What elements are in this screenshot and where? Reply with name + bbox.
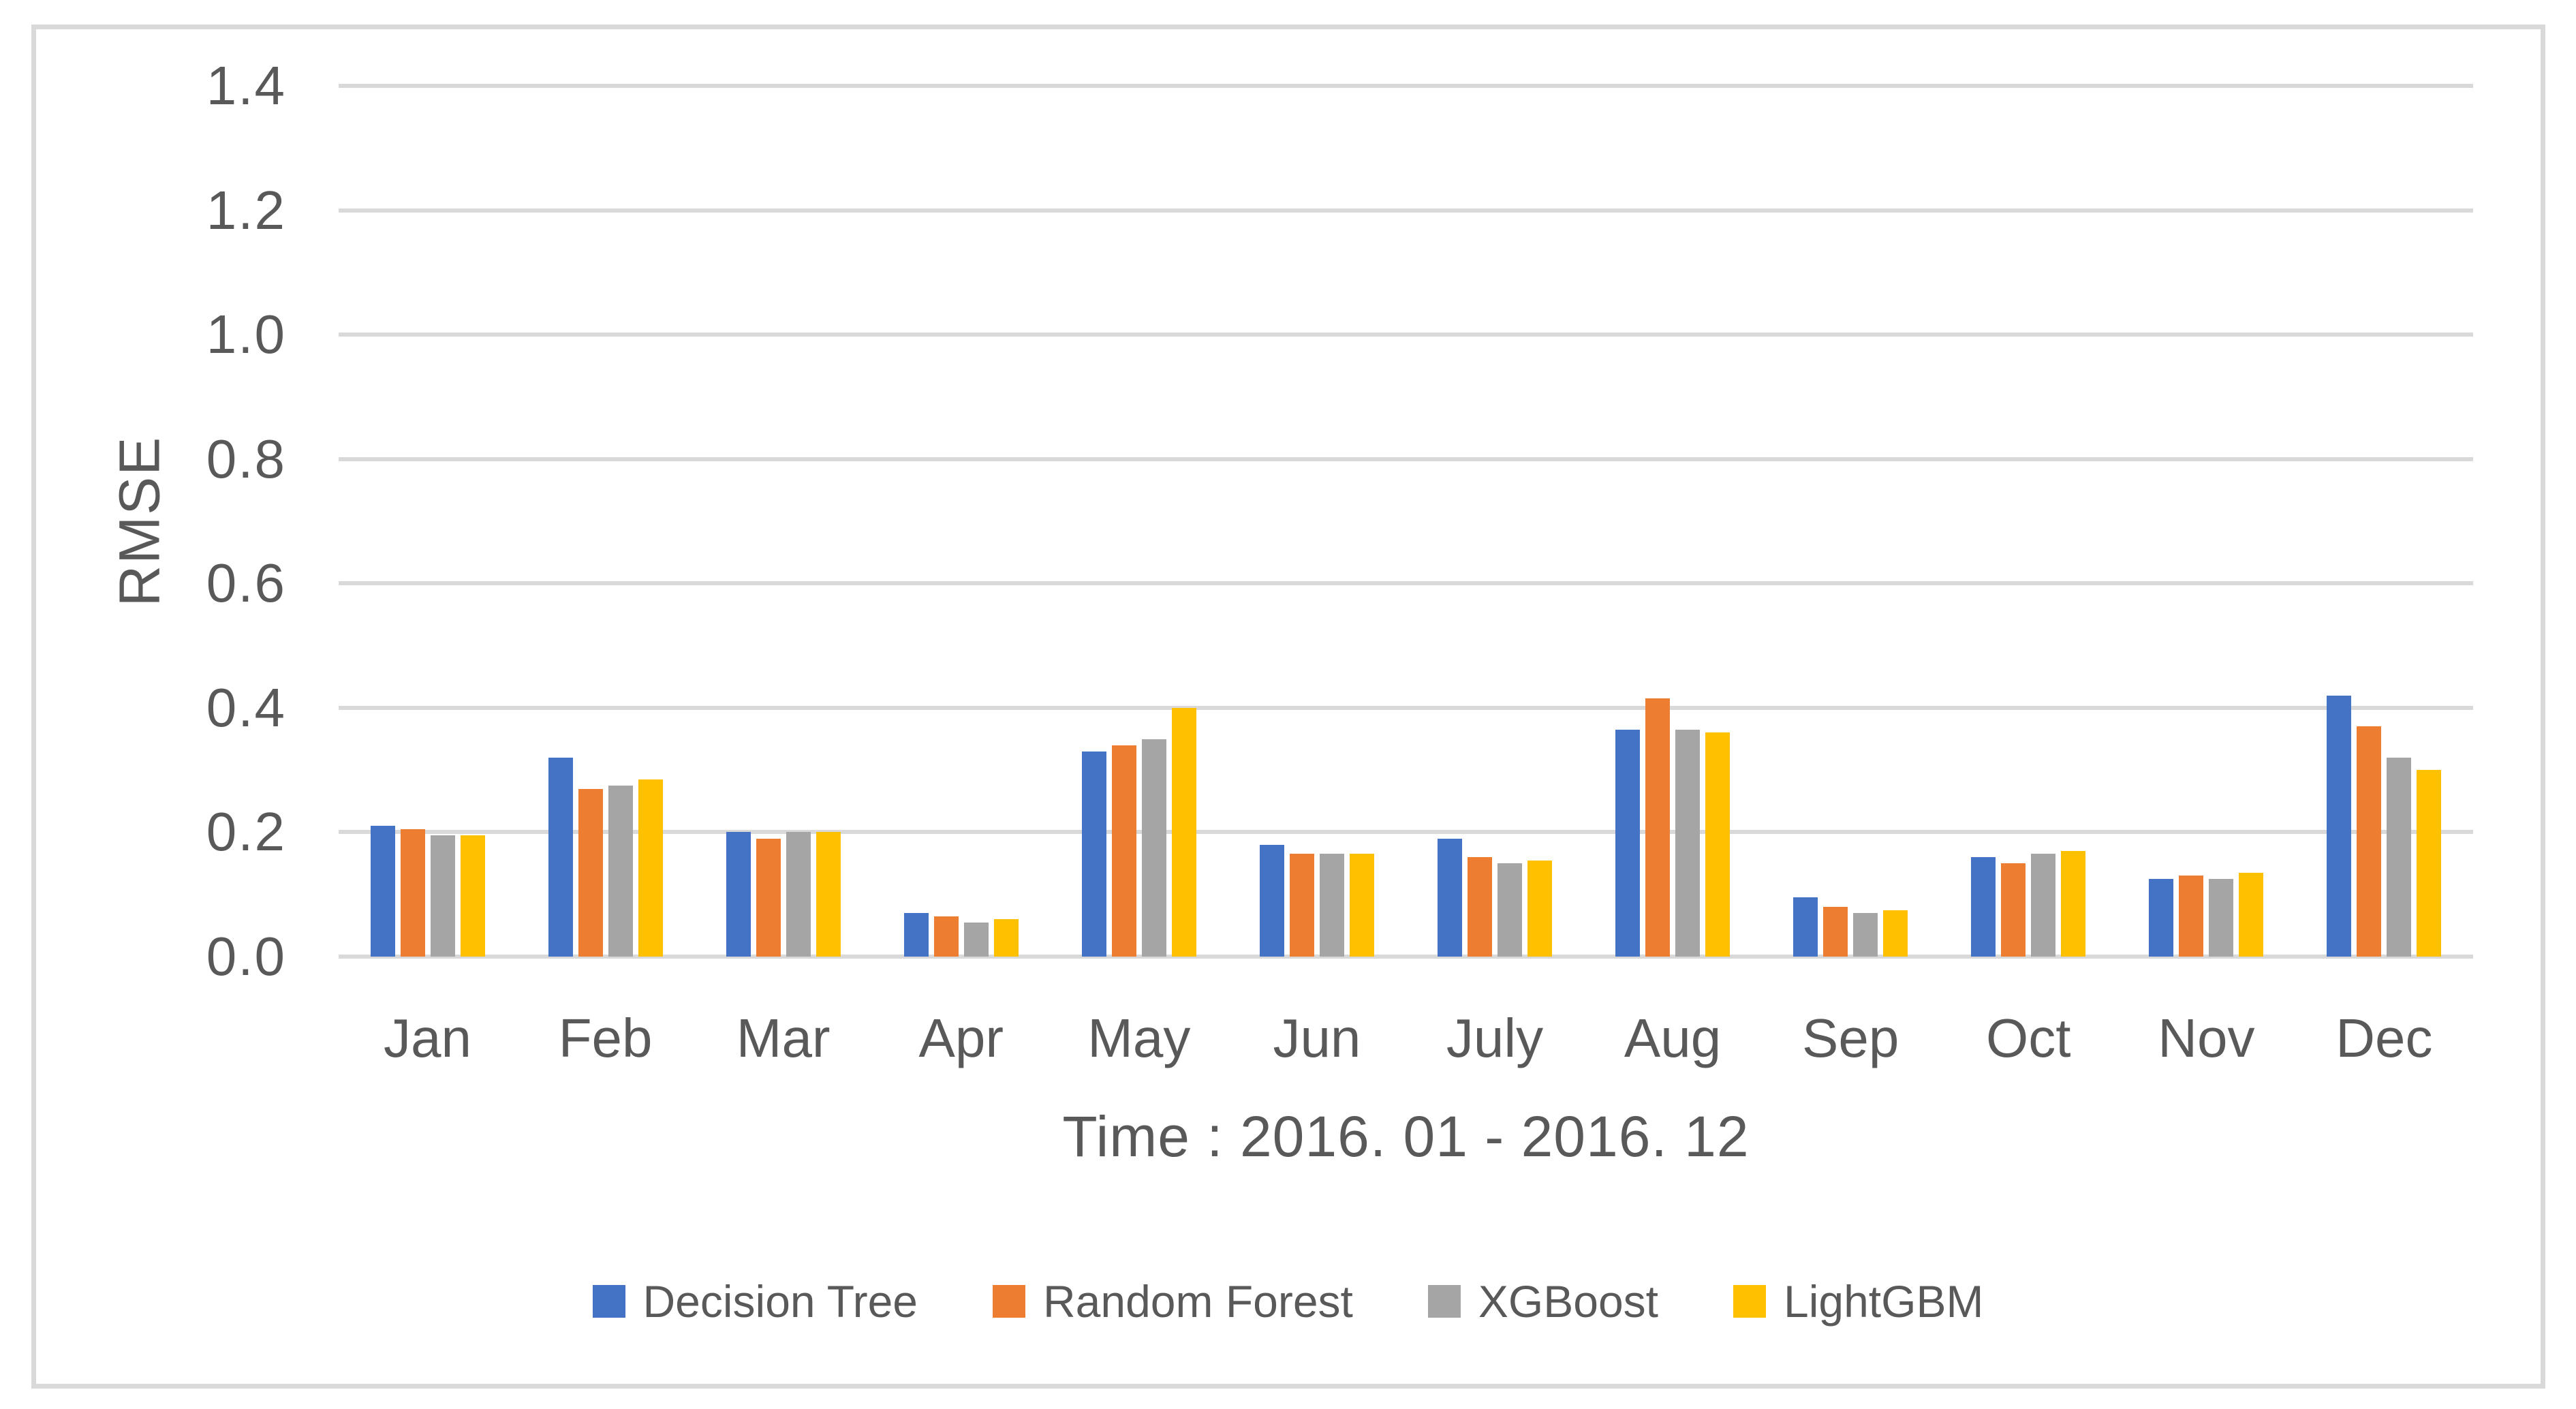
bar-Feb-xgboost [608,785,633,957]
bar-Oct-lightgbm [2061,850,2086,957]
bar-July-random-forest [1468,856,1493,957]
legend-marker-icon [993,1285,1026,1318]
legend-label: Random Forest [1043,1276,1353,1327]
y-tick-label-1.2: 1.2 [206,179,286,241]
gridline-1.0 [339,332,2473,337]
bar-Nov-decision-tree [2149,878,2174,957]
y-tick-label-1.0: 1.0 [206,304,286,365]
plot-area [339,84,2473,959]
legend-marker-icon [592,1285,625,1318]
y-tick-label-0.0: 0.0 [206,926,286,987]
legend-item-decision-tree: Decision Tree [592,1275,918,1327]
bar-Jun-lightgbm [1349,854,1374,957]
legend-label: XGBoost [1478,1276,1659,1327]
bar-Oct-decision-tree [1971,856,1996,957]
bar-Aug-random-forest [1645,698,1671,957]
bar-Nov-lightgbm [2239,872,2264,957]
y-tick-label-0.2: 0.2 [206,801,286,863]
bar-May-random-forest [1111,745,1136,957]
bar-July-xgboost [1498,863,1523,957]
bar-May-decision-tree [1081,751,1106,957]
bar-Mar-lightgbm [816,832,841,957]
bar-Jan-decision-tree [370,826,395,957]
bar-Oct-xgboost [2031,854,2056,957]
bar-Sep-lightgbm [1883,910,1908,957]
bar-Feb-lightgbm [638,779,663,957]
bar-Jun-decision-tree [1259,844,1284,957]
x-label-Aug: Aug [1624,1008,1722,1068]
x-label-Jan: Jan [384,1008,472,1068]
bar-Mar-random-forest [756,838,781,957]
bar-Apr-random-forest [933,916,959,957]
bar-July-lightgbm [1527,860,1553,957]
legend-item-random-forest: Random Forest [993,1275,1353,1327]
bar-Jan-xgboost [430,835,455,957]
x-label-Jun: Jun [1273,1008,1361,1068]
x-label-Apr: Apr [918,1008,1004,1068]
legend-label: Decision Tree [642,1276,918,1327]
bar-Jun-random-forest [1289,854,1314,957]
bar-May-lightgbm [1171,707,1196,957]
x-axis-labels: Jan Feb Mar Apr May Jun July Aug Sep Oct Nov Dec [339,1007,2473,1070]
bar-July-decision-tree [1438,838,1463,957]
bar-Mar-decision-tree [726,832,751,957]
bar-Feb-decision-tree [548,757,573,957]
bar-Sep-random-forest [1823,906,1848,957]
legend-item-xgboost: XGBoost [1427,1275,1659,1327]
gridline-0.4 [339,705,2473,710]
gridline-1.2 [339,208,2473,213]
gridline-0.0 [339,955,2473,959]
bar-Apr-xgboost [963,922,989,957]
bar-May-xgboost [1141,739,1166,957]
bar-Dec-random-forest [2357,726,2382,957]
x-label-Nov: Nov [2158,1008,2255,1068]
x-label-Feb: Feb [558,1008,653,1068]
gridline-0.2 [339,830,2473,835]
gridline-1.4 [339,84,2473,88]
bar-Oct-random-forest [2001,863,2026,957]
legend: Decision Tree Random Forest XGBoost LightGB… [0,1275,2576,1327]
x-label-Sep: Sep [1801,1008,1899,1068]
legend-item-lightgbm: LightGBM [1733,1275,1983,1327]
x-label-Oct: Oct [1986,1008,2071,1068]
y-tick-label-0.4: 0.4 [206,677,286,738]
bar-Aug-decision-tree [1615,729,1641,957]
x-axis-title: Time : 2016. 01 - 2016. 12 [1062,1104,1750,1168]
bar-Sep-xgboost [1853,913,1878,957]
x-label-Mar: Mar [736,1008,831,1068]
x-label-July: July [1446,1008,1544,1068]
bar-Jan-random-forest [400,829,425,957]
y-tick-label-0.6: 0.6 [206,553,286,614]
legend-marker-icon [1427,1285,1461,1318]
bar-Sep-decision-tree [1793,897,1818,957]
bar-Dec-xgboost [2387,757,2412,957]
bar-Jun-xgboost [1319,854,1344,957]
gridline-0.8 [339,456,2473,461]
y-tick-label-0.8: 0.8 [206,428,286,489]
bar-Dec-lightgbm [2417,770,2442,957]
x-label-Dec: Dec [2336,1008,2433,1068]
legend-marker-icon [1733,1285,1767,1318]
bar-Feb-random-forest [578,788,603,957]
x-label-May: May [1087,1008,1191,1068]
bar-Apr-decision-tree [903,913,929,957]
bar-Nov-random-forest [2179,876,2204,957]
legend-label: LightGBM [1784,1276,1984,1327]
y-tick-label-1.4: 1.4 [206,55,286,116]
bar-Aug-xgboost [1675,729,1701,957]
bar-Mar-xgboost [786,832,811,957]
bar-Jan-lightgbm [460,835,485,957]
bar-Dec-decision-tree [2327,695,2352,957]
bar-Nov-xgboost [2209,878,2234,957]
bar-Apr-lightgbm [993,919,1019,957]
gridline-0.6 [339,581,2473,586]
bar-Aug-lightgbm [1705,732,1731,957]
